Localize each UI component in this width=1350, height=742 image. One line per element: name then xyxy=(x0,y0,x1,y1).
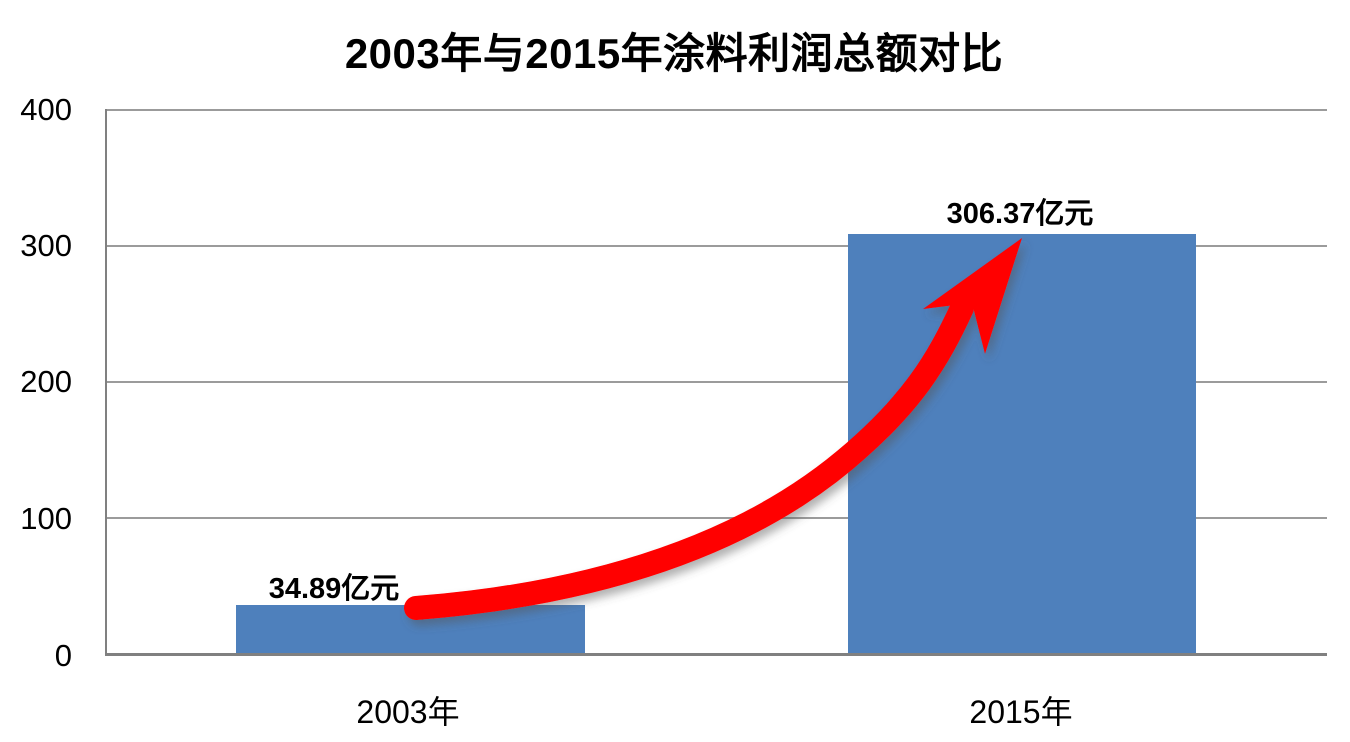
y-axis-tick-300: 300 xyxy=(20,228,72,263)
y-axis-tick-100: 100 xyxy=(20,501,72,536)
x-axis-label-2015: 2015年 xyxy=(969,694,1073,730)
y-axis-tick-200: 200 xyxy=(20,364,72,399)
chart-title: 2003年与2015年涂料利润总额对比 xyxy=(344,30,1004,77)
y-axis-tick-400: 400 xyxy=(20,92,72,127)
y-axis-tick-0: 0 xyxy=(54,638,72,673)
data-label-2003: 34.89亿元 xyxy=(268,573,400,605)
gridline-400 xyxy=(107,109,1327,111)
gridline-300 xyxy=(107,245,1327,247)
data-label-2015: 306.37亿元 xyxy=(946,198,1094,230)
bar-2003 xyxy=(236,605,585,653)
x-axis-label-2003: 2003年 xyxy=(356,694,460,730)
bar-2015 xyxy=(848,234,1196,653)
